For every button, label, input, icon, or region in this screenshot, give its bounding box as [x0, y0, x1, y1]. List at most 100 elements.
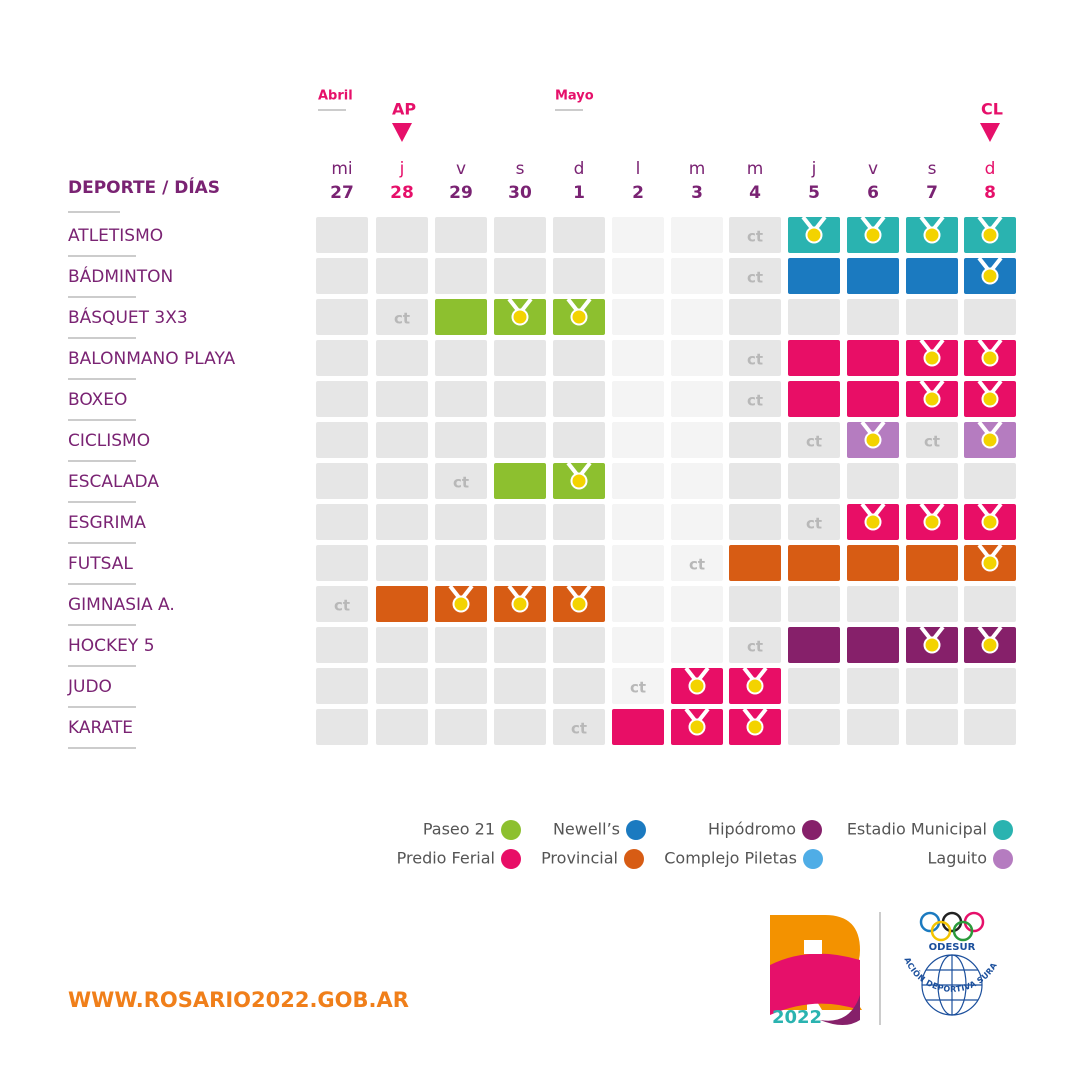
weekday: j	[399, 159, 405, 179]
cell	[788, 709, 840, 745]
cell	[612, 668, 664, 704]
cell	[729, 545, 781, 581]
cell	[847, 709, 899, 745]
cell	[906, 463, 958, 499]
date: 4	[749, 183, 761, 203]
legend-swatch	[501, 820, 521, 840]
cell	[729, 340, 781, 376]
cell	[847, 627, 899, 663]
medal	[864, 226, 882, 244]
legend-label: Provincial	[541, 849, 618, 868]
medal	[923, 390, 941, 408]
sport-name: ESGRIMA	[68, 513, 146, 533]
medal	[923, 349, 941, 367]
medal	[923, 226, 941, 244]
cell	[376, 299, 428, 335]
cell	[316, 258, 368, 294]
cell	[906, 299, 958, 335]
cell	[671, 258, 723, 294]
medal	[746, 718, 764, 736]
medal	[923, 513, 941, 531]
cell	[612, 627, 664, 663]
marker-arrow	[392, 123, 412, 142]
cell	[435, 381, 487, 417]
date: 27	[330, 183, 354, 203]
header: DEPORTE / DÍAS	[68, 176, 220, 198]
weekday: v	[868, 159, 878, 179]
cell	[671, 422, 723, 458]
cell	[788, 504, 840, 540]
cell	[316, 668, 368, 704]
cell	[788, 422, 840, 458]
weekday: j	[811, 159, 817, 179]
cell	[553, 217, 605, 253]
sport-name: ATLETISMO	[68, 226, 163, 246]
weekday: mi	[331, 159, 352, 179]
weekday: v	[456, 159, 466, 179]
cell	[376, 258, 428, 294]
legend-swatch	[993, 849, 1013, 869]
cell	[435, 709, 487, 745]
marker-label: AP	[392, 100, 416, 119]
cell	[376, 381, 428, 417]
cell	[435, 545, 487, 581]
cell	[671, 217, 723, 253]
legend-swatch	[624, 849, 644, 869]
medal	[570, 472, 588, 490]
cell	[494, 504, 546, 540]
medal	[981, 226, 999, 244]
cell	[847, 340, 899, 376]
cell	[316, 422, 368, 458]
cell	[788, 586, 840, 622]
cell	[788, 463, 840, 499]
cell	[553, 545, 605, 581]
cell	[316, 463, 368, 499]
sport-name: FUTSAL	[68, 554, 133, 574]
medal	[981, 636, 999, 654]
cell	[316, 709, 368, 745]
cell	[847, 258, 899, 294]
cell-note: ct	[334, 597, 350, 615]
cell	[316, 381, 368, 417]
cell	[316, 217, 368, 253]
cell	[788, 340, 840, 376]
sport-name: JUDO	[67, 677, 112, 697]
medal	[511, 595, 529, 613]
cell	[847, 463, 899, 499]
weekday: d	[574, 159, 585, 179]
medal	[923, 636, 941, 654]
cell-note: ct	[453, 474, 469, 492]
cell	[435, 299, 487, 335]
medal	[981, 554, 999, 572]
cell-note: ct	[747, 392, 763, 410]
cell	[847, 586, 899, 622]
medal	[746, 677, 764, 695]
cell	[494, 422, 546, 458]
cell	[553, 627, 605, 663]
medal	[981, 390, 999, 408]
date: 3	[691, 183, 703, 203]
legend-swatch	[501, 849, 521, 869]
cell	[847, 545, 899, 581]
org-short: ODESUR	[929, 942, 976, 953]
cell	[964, 668, 1016, 704]
cell	[847, 668, 899, 704]
cell-note: ct	[747, 351, 763, 369]
legend-label: Predio Ferial	[397, 849, 495, 868]
marker-label: CL	[981, 100, 1003, 119]
medal	[981, 349, 999, 367]
cell-note: ct	[689, 556, 705, 574]
medal	[864, 431, 882, 449]
cell	[376, 463, 428, 499]
weekday: l	[636, 159, 641, 179]
cell	[729, 381, 781, 417]
cell	[376, 340, 428, 376]
date: 2	[632, 183, 644, 203]
cell	[376, 545, 428, 581]
cell	[671, 504, 723, 540]
cell	[376, 217, 428, 253]
cell	[847, 381, 899, 417]
cell	[612, 299, 664, 335]
cell	[316, 586, 368, 622]
cell	[788, 668, 840, 704]
